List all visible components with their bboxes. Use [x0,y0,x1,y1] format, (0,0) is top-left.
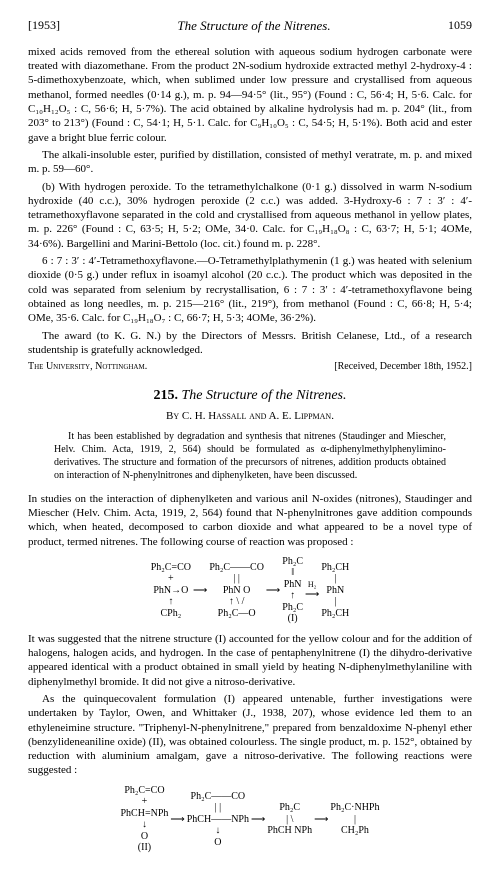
s2-col4-l3: CH₂Ph [330,825,379,837]
s1-col3-l4: ↑ [282,590,303,602]
s1-col4-l5: Ph₂CH [321,608,349,620]
s2-col2-l4: ↓ [187,825,249,837]
s2-col2-l1: Ph₂C——CO [187,791,249,803]
reaction-scheme-2: Ph₂C=CO + PhCH=NPh ↓ O (II) ⟶ Ph₂C——CO |… [28,784,472,855]
affiliation: The University, Nottingham. [28,360,147,373]
s1-col2-l2: | | [209,573,264,585]
s1-col2-l4: ↑ \ / [209,596,264,608]
s2-col1-l5: O [121,831,169,843]
s1-col3-l6: (I) [282,613,303,625]
para-alkali-insoluble: The alkali-insoluble ester, purified by … [28,148,472,177]
s1-col3-l1: Ph₂C [282,556,303,568]
article-title: 215. The Structure of the Nitrenes. [28,387,472,405]
s2-col1-l4: ↓ [121,819,169,831]
s2-col3-l2: | \ [267,814,312,826]
page-header: [1953] The Structure of the Nitrenes. 10… [28,18,472,35]
s1-col4-l1: Ph₂CH [321,562,349,574]
para-quinquecovalent: As the quinquecovalent formulation (I) a… [28,692,472,778]
para-hydrogen-peroxide: (b) With hydrogen peroxide. To the tetra… [28,180,472,251]
s1-col2-l1: Ph₂C——CO [209,562,264,574]
page-number: 1059 [448,18,472,35]
s2-col2-l2: | | [187,802,249,814]
s2-col3-l1: Ph₂C [267,802,312,814]
arrow-icon: H₂ ⟶ [304,555,320,626]
s2-col1-l3: PhCH=NPh [121,808,169,820]
arrow-icon: ⟶ [192,555,208,626]
header-year: [1953] [28,18,60,35]
byline: By C. H. Hassall and A. E. Lippman. [28,409,472,423]
s1-col3-l2: ‖ [282,567,303,579]
s2-col4-l1: Ph₂C·NHPh [330,802,379,814]
abstract-text: It has been established by degradation a… [54,430,446,482]
s2-col2-l3: PhCH——NPh [187,814,249,826]
arrow-text: ⟶ [305,589,319,601]
s1-col3-l5: Ph₂C [282,602,303,614]
received-date: [Received, December 18th, 1952.] [334,360,472,373]
arrow-icon: ⟶ [265,555,281,626]
s2-col4-l2: | [330,814,379,826]
reaction-scheme-1: Ph₂C=CO + PhN→O ↑ CPh₂ ⟶ Ph₂C——CO | | Ph… [28,555,472,626]
arrow-icon: ⟶ [250,784,266,855]
s1-col1-l2: + [151,573,191,585]
s1-col2-l3: PhN O [209,585,264,597]
s1-col1-l3: PhN→O [151,585,191,597]
s1-col3-l3: PhN [282,579,303,591]
s1-col1-l1: Ph₂C=CO [151,562,191,574]
affiliation-row: The University, Nottingham. [Received, D… [28,360,472,373]
s1-col1-l5: CPh₂ [151,608,191,620]
h2-label: H₂ [305,580,319,589]
para-mixed-acids: mixed acids removed from the ethereal so… [28,45,472,145]
running-title: The Structure of the Nitrenes. [177,18,330,35]
article-number: 215. [154,388,179,403]
article-name: The Structure of the Nitrenes. [182,388,347,403]
s1-col4-l4: | [321,596,349,608]
s2-col1-l1: Ph₂C=CO [121,785,169,797]
s2-col2-l5: O [187,837,249,849]
s2-col1-l2: + [121,796,169,808]
para-tetramethoxyflavone: 6 : 7 : 3′ : 4′-Tetramethoxyflavone.—O-T… [28,254,472,325]
s2-col3-l3: PhCH [267,825,291,836]
s1-col4-l2: | [321,573,349,585]
s1-col1-l4: ↑ [151,596,191,608]
s2-col3-l4: NPh [294,825,312,836]
para-studies-interaction: In studies on the interaction of dipheny… [28,492,472,549]
arrow-icon: ⟶ [313,784,329,855]
s2-col1-l6: (II) [121,842,169,854]
s1-col4-l3: PhN [321,585,349,597]
arrow-icon: ⟶ [169,784,185,855]
s1-col2-l5: Ph₂C—O [209,608,264,620]
abstract: It has been established by degradation a… [54,430,446,482]
para-acknowledgment: The award (to K. G. N.) by the Directors… [28,329,472,358]
para-nitrene-structure: It was suggested that the nitrene struct… [28,632,472,689]
